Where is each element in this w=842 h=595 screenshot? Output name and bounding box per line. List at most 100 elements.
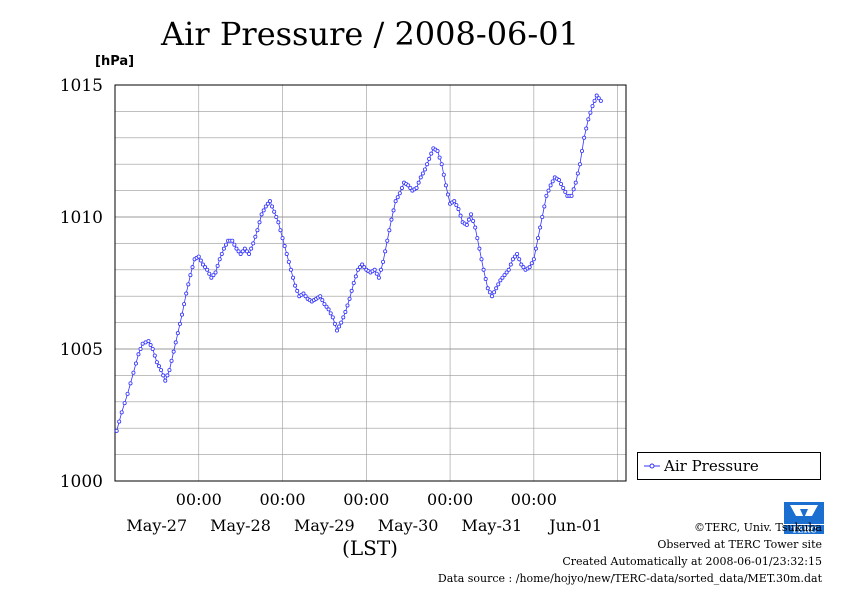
data-point: [221, 246, 226, 251]
data-point: [238, 251, 243, 256]
data-point: [515, 251, 520, 256]
data-point: [422, 167, 427, 172]
data-point: [303, 294, 308, 299]
data-point: [167, 368, 172, 373]
data-point: [219, 251, 224, 256]
data-point: [492, 290, 497, 295]
data-point: [203, 265, 208, 270]
x-tick-date-label: May-31: [461, 516, 522, 535]
data-point: [559, 181, 564, 186]
data-point: [454, 203, 459, 208]
tick-label-layer: 1000 1005 1010 1015 00:00 May-27 00:00 May-28 00…: [60, 76, 602, 535]
data-point: [485, 286, 490, 291]
chart-title: Air Pressure / 2008-06-01: [161, 15, 579, 53]
data-point: [429, 151, 434, 156]
data-point: [351, 280, 356, 285]
credit-copyright: ©TERC, Univ. Tsukuba: [693, 521, 822, 534]
data-point: [349, 288, 354, 293]
data-point: [159, 368, 164, 373]
data-point: [265, 201, 270, 206]
data-point: [399, 185, 404, 190]
data-point: [477, 246, 482, 251]
data-point: [469, 212, 474, 217]
data-point: [253, 234, 258, 239]
data-point: [347, 296, 352, 301]
data-point: [330, 315, 335, 320]
data-point: [502, 273, 507, 278]
data-point: [247, 251, 252, 256]
x-tick-time-label: 00:00: [343, 490, 389, 509]
data-point: [487, 290, 492, 295]
x-tick-time-label: 00:00: [511, 490, 557, 509]
data-point: [586, 117, 591, 122]
data-point: [383, 249, 388, 254]
credit-created-time: Created Automatically at 2008-06-01/23:3…: [562, 555, 822, 568]
data-point: [439, 162, 444, 167]
data-point: [475, 236, 480, 241]
data-point: [272, 209, 277, 214]
data-point: [284, 251, 289, 256]
data-point: [128, 381, 133, 386]
data-point: [209, 275, 214, 280]
data-point: [138, 346, 143, 351]
data-point: [464, 222, 469, 227]
data-point: [205, 267, 210, 272]
data-point: [418, 175, 423, 180]
data-point: [236, 249, 241, 254]
data-point: [295, 288, 300, 293]
data-point: [393, 199, 398, 204]
data-point: [148, 343, 153, 348]
data-point: [188, 273, 193, 278]
data-point: [596, 96, 601, 101]
data-point: [577, 162, 582, 167]
data-point: [259, 212, 264, 217]
data-point: [156, 364, 161, 369]
x-tick-date-label: May-28: [210, 516, 271, 535]
data-point: [580, 148, 585, 153]
data-point: [445, 192, 450, 197]
data-point: [163, 378, 168, 383]
data-point: [378, 267, 383, 272]
data-point: [244, 249, 249, 254]
data-point: [387, 228, 392, 233]
data-point: [531, 257, 536, 262]
data-point: [341, 315, 346, 320]
data-point: [334, 328, 339, 333]
data-point: [267, 199, 272, 204]
terc-logo-icon: TERC: [784, 502, 824, 534]
axis-layer: [114, 84, 627, 482]
data-point: [276, 220, 281, 225]
data-point: [146, 339, 151, 344]
data-point: [207, 271, 212, 276]
data-point: [171, 349, 176, 354]
data-point: [538, 225, 543, 230]
data-point: [435, 148, 440, 153]
data-point: [508, 262, 513, 267]
data-point: [506, 267, 511, 272]
data-point: [337, 324, 342, 329]
data-point: [251, 241, 256, 246]
data-point: [521, 265, 526, 270]
data-point: [274, 214, 279, 219]
x-tick-date-label: May-29: [294, 516, 355, 535]
data-point: [301, 291, 306, 296]
data-point: [286, 259, 291, 264]
data-point: [395, 195, 400, 200]
legend-marker-icon: [644, 463, 660, 469]
data-point: [232, 242, 237, 247]
data-point: [223, 242, 228, 247]
data-point: [592, 98, 597, 103]
data-point: [355, 267, 360, 272]
data-point: [358, 265, 363, 270]
y-tick-label: 1005: [60, 340, 103, 360]
data-point: [420, 171, 425, 176]
data-point: [510, 257, 515, 262]
data-point: [575, 171, 580, 176]
data-point: [584, 126, 589, 131]
data-point: [452, 199, 457, 204]
data-point: [177, 321, 182, 326]
logo-text: TERC: [791, 525, 816, 535]
data-point: [473, 225, 478, 230]
data-point: [406, 183, 411, 188]
